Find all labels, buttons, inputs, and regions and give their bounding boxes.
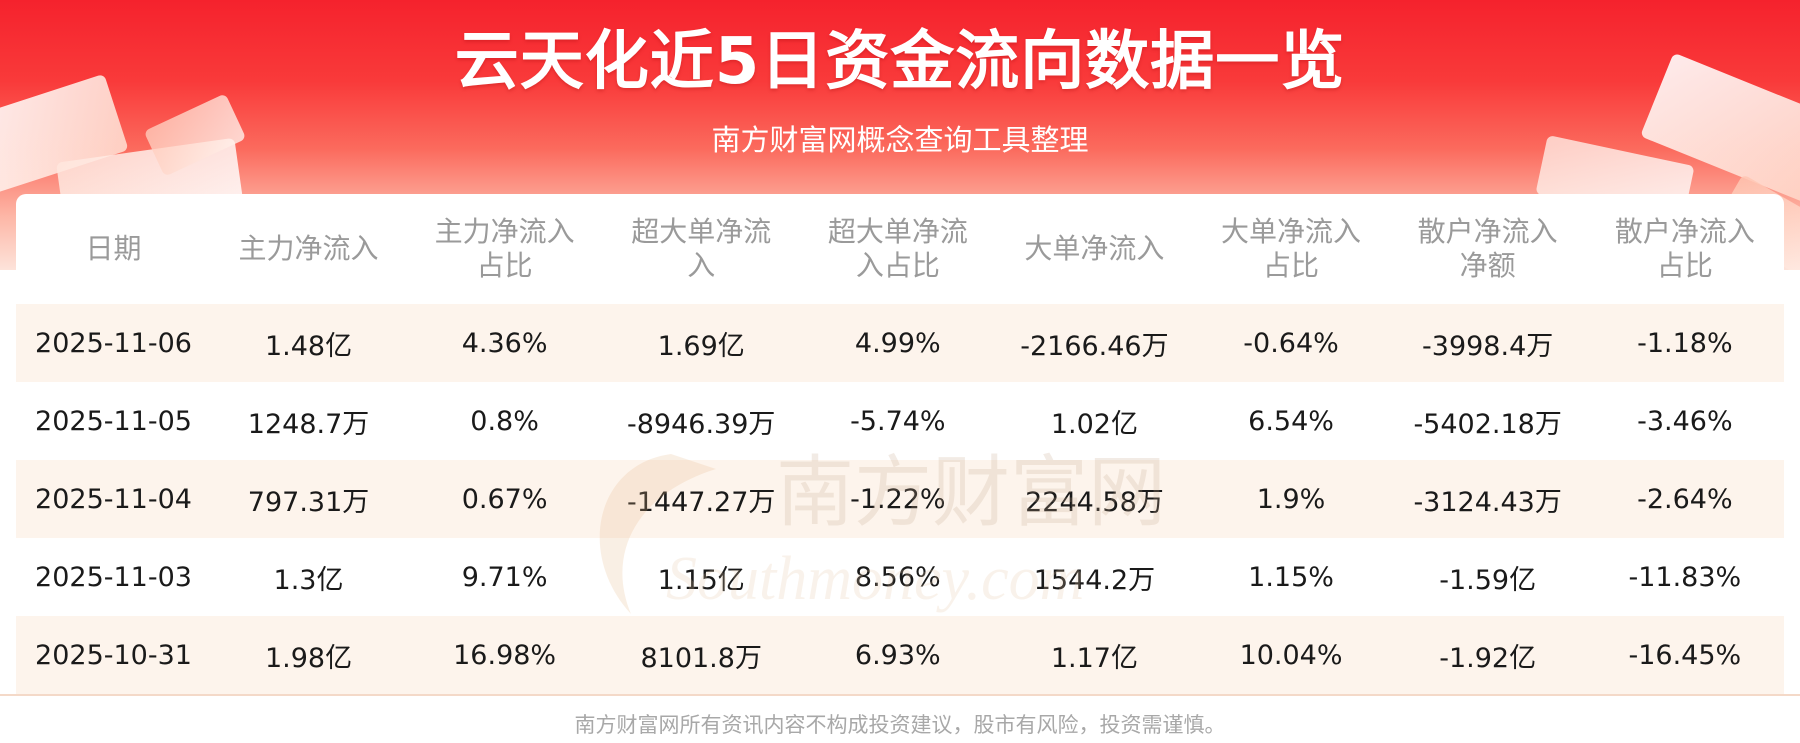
table-cell: 2025-11-06 [16,304,212,382]
table-cell: 1.17亿 [996,616,1193,694]
column-header: 大单净流入 占比 [1221,215,1362,282]
table-cell: 0.67% [406,460,604,538]
table-cell: 2025-10-31 [16,616,212,694]
table-cell: -3124.43万 [1389,460,1586,538]
table-cell: -1.18% [1585,304,1784,382]
column-header: 超大单净流 入占比 [827,215,968,282]
table-row: 2025-11-05 1248.7万 0.8% -8946.39万 -5.74%… [16,382,1784,460]
table-cell: 797.31万 [211,460,407,538]
table-cell: 6.54% [1192,382,1390,460]
table-cell: -8946.39万 [603,382,800,460]
table-cell: 2025-11-03 [16,538,212,616]
table-cell: 2025-11-05 [16,382,212,460]
table-cell: 4.36% [406,304,604,382]
table-cell: 1544.2万 [996,538,1193,616]
table-cell: 1248.7万 [211,382,407,460]
table-cell: 0.8% [406,382,604,460]
table-cell: 4.99% [799,304,997,382]
table-cell: 1.69亿 [603,304,800,382]
table-cell: -1.92亿 [1389,616,1586,694]
table-cell: 10.04% [1192,616,1390,694]
table-row: 2025-11-04 797.31万 0.67% -1447.27万 -1.22… [16,460,1784,538]
table-cell: 8.56% [799,538,997,616]
data-card: 日期 主力净流入 主力净流入 占比 超大单净流入 超大单净流 入占比 大单净流入 大… [16,194,1784,694]
table-cell: -2166.46万 [996,304,1193,382]
table-row: 2025-11-06 1.48亿 4.36% 1.69亿 4.99% -2166… [16,304,1784,382]
table-header-row: 日期 主力净流入 主力净流入 占比 超大单净流入 超大单净流 入占比 大单净流入 大… [16,194,1784,304]
table-cell: 16.98% [406,616,604,694]
table-cell: -0.64% [1192,304,1390,382]
table-cell: -3998.4万 [1389,304,1586,382]
table-cell: 1.15% [1192,538,1390,616]
page-subtitle: 南方财富网概念查询工具整理 [711,123,1089,157]
table-cell: 2244.58万 [996,460,1193,538]
column-header: 主力净流入 [238,232,379,265]
table-cell: -1.59亿 [1389,538,1586,616]
table-cell: -1.22% [799,460,997,538]
table-cell: 1.15亿 [603,538,800,616]
table-cell: -5402.18万 [1389,382,1586,460]
table-row: 2025-11-03 1.3亿 9.71% 1.15亿 8.56% 1544.2… [16,538,1784,616]
table-cell: 1.9% [1192,460,1390,538]
table-cell: -5.74% [799,382,997,460]
column-header: 超大单净流入 [631,215,772,282]
table-cell: 1.48亿 [211,304,407,382]
table-cell: -2.64% [1585,460,1784,538]
column-header: 主力净流入 占比 [434,215,575,282]
column-header: 大单净流入 [1024,232,1165,265]
table-cell: -3.46% [1585,382,1784,460]
column-header: 日期 [85,232,142,265]
table-cell: 9.71% [406,538,604,616]
table-cell: 8101.8万 [603,616,800,694]
table-cell: -11.83% [1585,538,1784,616]
table-row: 2025-10-31 1.98亿 16.98% 8101.8万 6.93% 1.… [16,616,1784,694]
table-cell: 6.93% [799,616,997,694]
table-cell: 1.02亿 [996,382,1193,460]
table-cell: -1447.27万 [603,460,800,538]
column-header: 散户净流入 占比 [1614,215,1755,282]
table-cell: 2025-11-04 [16,460,212,538]
column-header: 散户净流入 净额 [1417,215,1558,282]
fund-flow-table: 日期 主力净流入 主力净流入 占比 超大单净流入 超大单净流 入占比 大单净流入 大… [16,194,1784,694]
footer-divider [0,694,1800,696]
footer-disclaimer: 南方财富网所有资讯内容不构成投资建议，股市有风险，投资需谨慎。 [574,713,1226,737]
table-cell: 1.3亿 [211,538,407,616]
page-title: 云天化近5日资金流向数据一览 [454,25,1346,99]
table-cell: -16.45% [1585,616,1784,694]
table-cell: 1.98亿 [211,616,407,694]
